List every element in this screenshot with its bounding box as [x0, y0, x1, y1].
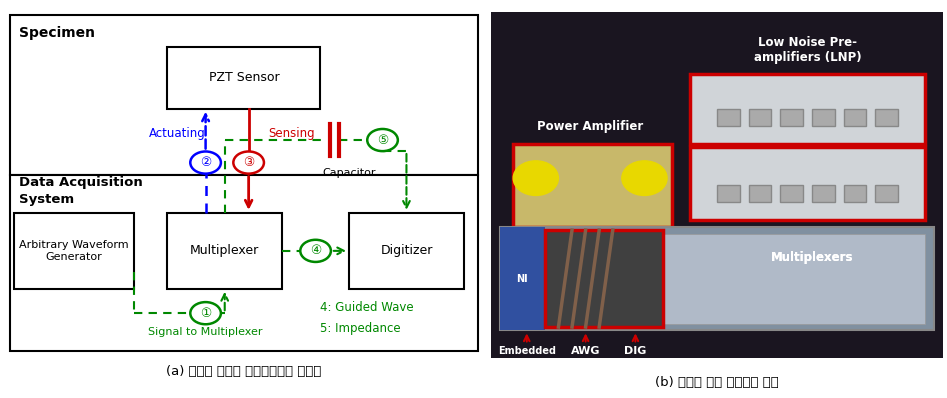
Bar — [513, 144, 671, 226]
Text: Sensing: Sensing — [268, 127, 315, 140]
Text: Specimen: Specimen — [19, 26, 95, 40]
Text: PZT Sensor: PZT Sensor — [208, 71, 279, 84]
Text: Capacitor: Capacitor — [322, 168, 376, 178]
Bar — [812, 109, 834, 126]
Text: (b) 데이터 취득 시스템의 구성: (b) 데이터 취득 시스템의 구성 — [655, 376, 778, 388]
Text: Arbitrary Waveform
Generator: Arbitrary Waveform Generator — [19, 240, 129, 262]
Circle shape — [190, 152, 221, 174]
Text: Low Noise Pre-
amplifiers (LNP): Low Noise Pre- amplifiers (LNP) — [754, 36, 861, 64]
Text: 5: Impedance: 5: Impedance — [320, 322, 401, 335]
Text: NI: NI — [516, 273, 528, 283]
Bar — [748, 185, 771, 202]
Bar — [663, 234, 925, 324]
Bar — [717, 185, 740, 202]
Bar — [349, 213, 464, 289]
Bar — [689, 147, 925, 220]
Text: (a) 다채널 시스템 인터페이스의 개념도: (a) 다채널 시스템 인터페이스의 개념도 — [166, 365, 322, 378]
Bar — [9, 175, 478, 351]
Bar — [717, 109, 740, 126]
Text: Signal to Multiplexer: Signal to Multiplexer — [149, 327, 263, 337]
Bar — [14, 213, 134, 289]
Text: Embedded
Controller: Embedded Controller — [498, 346, 556, 368]
Bar — [689, 74, 925, 144]
Bar — [168, 47, 320, 109]
Text: Actuating: Actuating — [149, 127, 205, 140]
Text: ①: ① — [200, 307, 211, 320]
Text: ②: ② — [200, 156, 211, 169]
Text: ③: ③ — [243, 156, 254, 169]
Bar — [780, 109, 803, 126]
Text: Multiplexers: Multiplexers — [771, 251, 853, 264]
Bar — [545, 230, 663, 327]
Circle shape — [233, 152, 264, 174]
Bar — [168, 213, 282, 289]
Bar — [875, 185, 898, 202]
Text: ⑤: ⑤ — [377, 134, 388, 146]
Text: Multiplexers: Multiplexers — [771, 251, 853, 264]
Circle shape — [622, 161, 667, 195]
Text: DIG: DIG — [624, 346, 647, 356]
Circle shape — [190, 302, 221, 324]
Bar — [748, 109, 771, 126]
Text: 4: Guided Wave: 4: Guided Wave — [320, 302, 414, 314]
Circle shape — [367, 129, 398, 151]
Bar — [875, 109, 898, 126]
Text: Multiplexer: Multiplexer — [190, 244, 259, 258]
Text: Digitizer: Digitizer — [381, 244, 433, 258]
Text: AWG: AWG — [571, 346, 600, 356]
Bar — [9, 16, 478, 175]
Bar — [500, 226, 934, 330]
Circle shape — [513, 161, 559, 195]
Bar — [500, 226, 545, 330]
Bar — [844, 109, 867, 126]
Bar — [780, 185, 803, 202]
Text: ④: ④ — [310, 244, 321, 258]
Bar — [812, 185, 834, 202]
Bar — [844, 185, 867, 202]
Circle shape — [300, 240, 331, 262]
Text: Data Acquisition
System: Data Acquisition System — [19, 176, 143, 207]
Text: Power Amplifier: Power Amplifier — [537, 120, 643, 133]
